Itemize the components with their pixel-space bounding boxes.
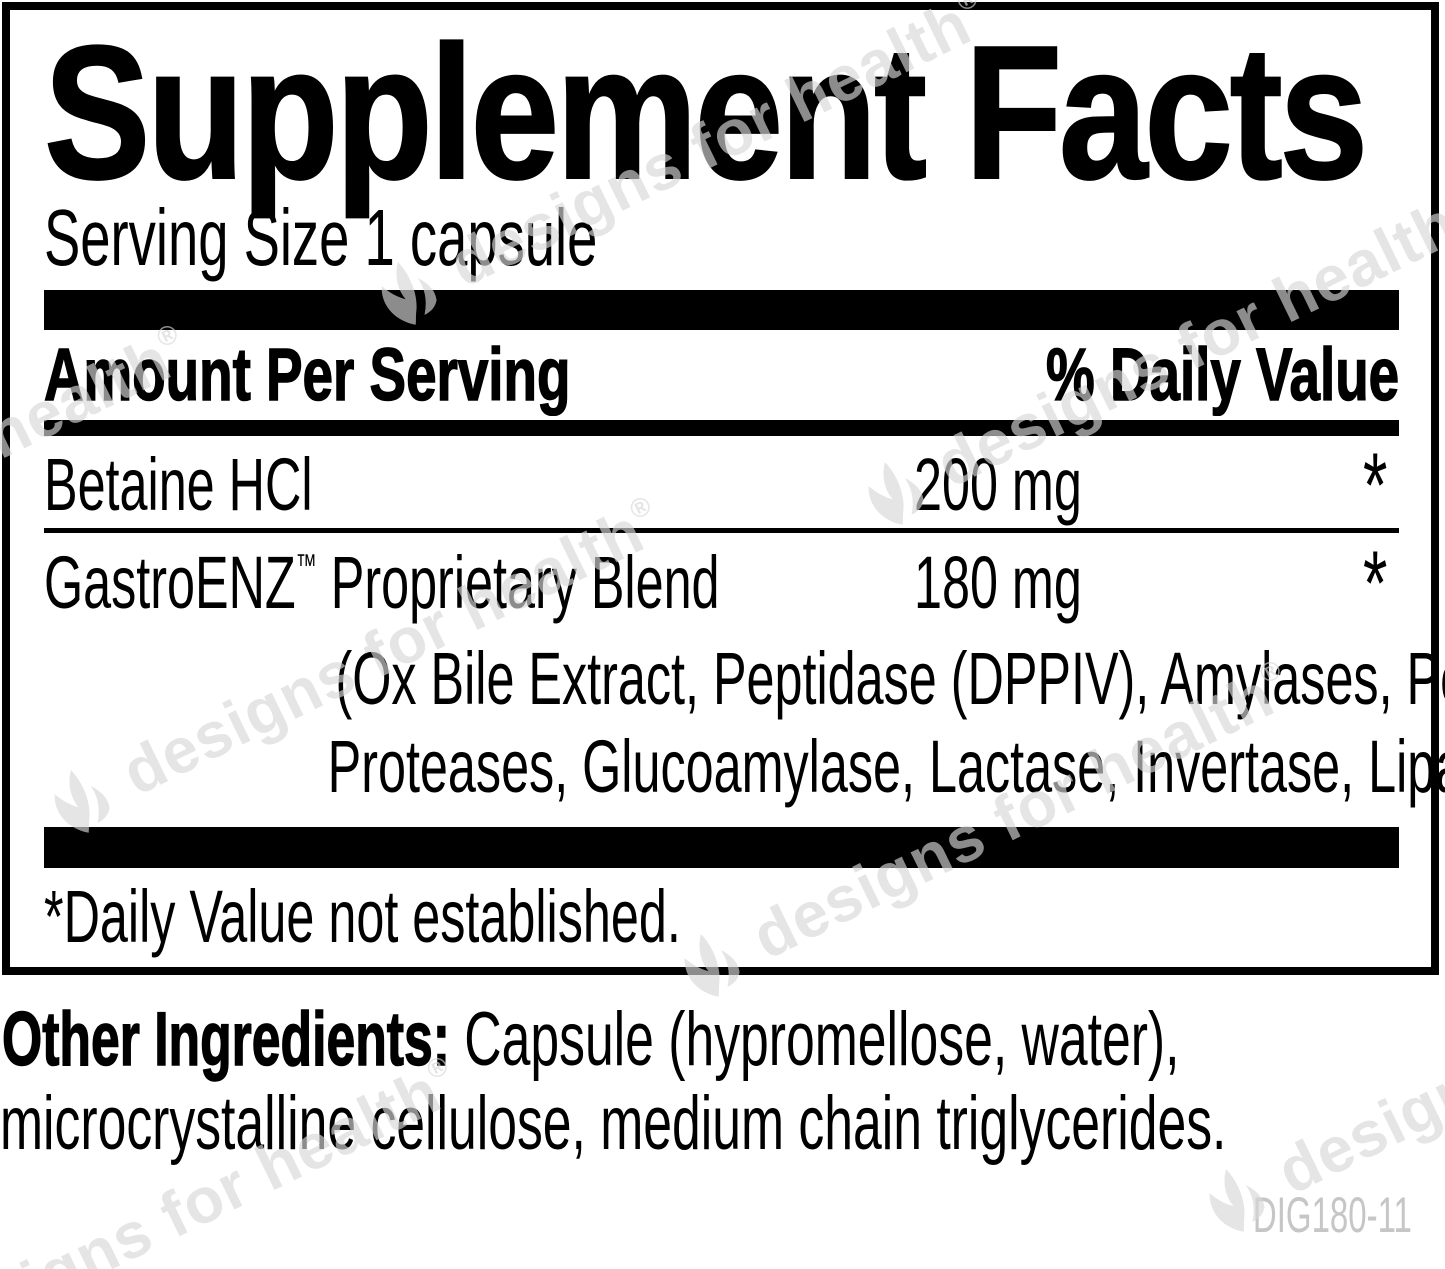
blend-name: GastroENZ xyxy=(44,541,296,624)
divider-bar-thin xyxy=(44,420,1399,436)
product-code: DIG180-11 xyxy=(1253,1187,1412,1243)
other-ingredients-line-1: Other Ingredients: Capsule (hypromellose… xyxy=(1,1001,1445,1079)
supplement-facts-panel: Supplement Facts Serving Size 1 capsule … xyxy=(2,2,1445,975)
nutrient-dv-asterisk: * xyxy=(1363,435,1388,537)
other-ingredients-line-2: microcrystalline cellulose, medium chain… xyxy=(0,1081,1227,1166)
panel-title-text: Supplement Facts xyxy=(43,7,1369,219)
serving-size-text: Serving Size 1 capsule xyxy=(44,193,598,282)
blend-name-rest: Proprietary Blend xyxy=(316,541,720,624)
daily-value-footnote: *Daily Value not established. xyxy=(44,875,681,958)
trademark-symbol: ™ xyxy=(295,547,317,583)
blend-ingredients-line-1: (Ox Bile Extract, Peptidase (DPPIV), Amy… xyxy=(335,637,1445,720)
other-ingredients-label: Other Ingredients: xyxy=(1,997,450,1082)
amount-per-serving-header: Amount Per Serving xyxy=(43,333,571,416)
nutrient-name: GastroENZ™ Proprietary Blend xyxy=(44,540,1037,625)
nutrient-row-gastroenz: GastroENZ™ Proprietary Blend 180 mg * xyxy=(44,538,1399,632)
nutrient-amount: 180 mg xyxy=(914,541,1082,624)
column-header-row: Amount Per Serving % Daily Value xyxy=(43,332,1399,422)
divider-bar-thick-top xyxy=(44,290,1399,330)
nutrient-amount: 200 mg xyxy=(914,443,1082,526)
panel-title: Supplement Facts xyxy=(43,7,1445,219)
nutrient-dv-asterisk: * xyxy=(1363,533,1388,635)
serving-size: Serving Size 1 capsule xyxy=(44,198,858,278)
other-ingredients-text: Capsule (hypromellose, water), xyxy=(449,997,1180,1082)
daily-value-header: % Daily Value xyxy=(1045,333,1399,416)
blend-ingredients-line-2: Proteases, Glucoamylase, Lactase, Invert… xyxy=(327,725,1445,808)
nutrient-row-betaine: Betaine HCl 200 mg * xyxy=(44,440,1399,534)
divider-bar-thick-bottom xyxy=(44,827,1399,868)
row-divider-line xyxy=(44,528,1399,533)
nutrient-name: Betaine HCl xyxy=(44,443,313,526)
